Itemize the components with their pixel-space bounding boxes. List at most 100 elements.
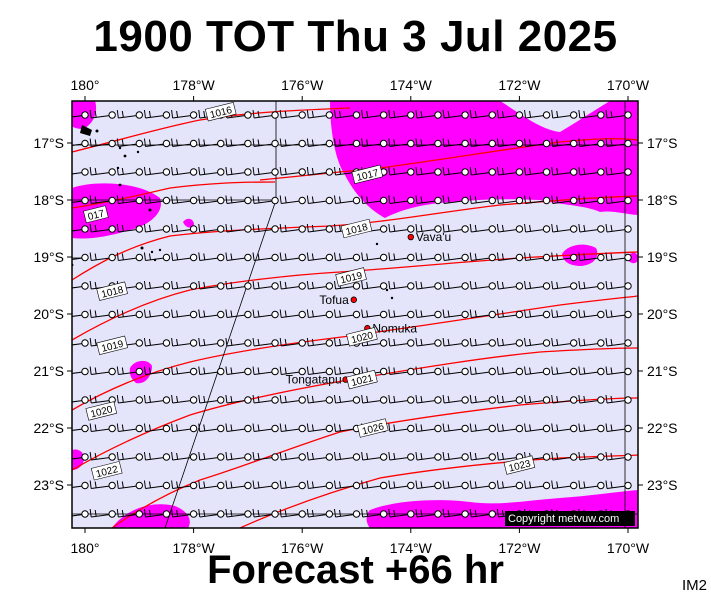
wind-barb [578,366,605,376]
wind-barb [524,195,551,205]
wind-barb [415,480,442,490]
wind-barb [551,280,578,290]
wind-barb [89,166,116,176]
wind-barb [388,309,415,319]
lat-label-left: 23°S [33,477,64,493]
wind-barb [252,280,279,290]
wind-barb [334,195,361,205]
lon-label-bottom: 174°W [390,540,433,556]
wind-barb [225,508,252,518]
wind-barb [306,280,334,290]
wind-barb [442,451,469,461]
wind-barb [361,252,388,262]
lon-label-top: 176°W [281,77,324,93]
wind-barb [334,309,361,319]
wind-barb [442,280,469,290]
lon-label-bottom: 178°W [173,540,216,556]
isobar-label: 1020 [346,327,378,347]
forecast-label: Forecast +66 hr [207,548,504,592]
wind-barb [551,138,578,148]
wind-barb [143,138,171,148]
lon-label-bottom: 180° [71,540,100,556]
wind-barb [225,366,252,376]
wind-barb [72,453,89,461]
place-dot [407,233,414,241]
wind-barb [171,423,198,433]
isobar-1023 [239,454,638,528]
wind-barb [334,366,361,376]
wind-barb [415,337,442,347]
wind-barb [171,223,198,233]
wind-barb [578,309,605,319]
wind-barb [496,109,524,119]
isobar-label: 1016 [204,101,237,122]
wind-barb [524,480,551,490]
wind-barb [171,451,198,461]
wind-barb [524,138,551,148]
wind-barb [171,138,198,148]
wind-barb [279,280,306,290]
wind-barb [551,366,578,376]
wind-barb [388,138,415,148]
wind-barb [306,366,334,376]
lon-label-top: 180° [71,77,100,93]
wind-barb [361,195,388,205]
isobar-label: 1022 [90,461,123,481]
place-label: Vava'u [416,230,451,244]
wind-barb [496,423,524,433]
wind-barb [415,423,442,433]
wind-barb [279,195,306,205]
wind-barb [198,508,225,518]
wind-barb [361,309,388,319]
wind-barb [306,309,334,319]
wind-barb [72,396,89,404]
wind-barb [496,166,524,176]
wind-barb [361,109,388,119]
isobar-label-text: 1023 [508,458,533,474]
isobar-1016 [72,107,351,153]
wind-barb [279,138,306,148]
wind-barb [171,166,198,176]
wind-barb [524,166,551,176]
wind-barb [605,195,632,205]
wind-barb [442,508,469,518]
wind-barb [143,366,171,376]
wind-barb [524,366,551,376]
wind-barb [72,139,89,148]
wind-barb [469,480,496,490]
wind-barb [225,451,252,461]
wind-barb [116,366,144,376]
wind-barb [551,195,578,205]
lat-label-left: 18°S [33,192,64,208]
wind-barb [415,138,442,148]
wind-barb [334,138,361,148]
wind-barb [524,394,551,404]
lon-label-bottom: 170°W [607,540,650,556]
wind-barb [279,423,306,433]
wind-barb [496,138,524,148]
wind-barb [388,366,415,376]
lon-labels-top: 180° 178°W 176°W 174°W 172°W 170°W [71,77,650,93]
wind-barb [279,252,306,262]
wind-barb [469,451,496,461]
wind-barb [442,480,469,490]
wind-barb [89,195,116,205]
isobar-label-text: 1017 [356,168,381,184]
wind-barb [116,195,144,205]
lat-label-left: 21°S [33,363,64,379]
wind-barb [334,109,361,119]
isobar-label: 1019 [335,267,367,287]
wind-barb [198,309,225,319]
wind-barb [89,366,116,376]
wind-barb [605,451,632,461]
wind-barb [225,394,252,404]
wind-barb [415,280,442,290]
wind-barb [469,195,496,205]
wind-barb [496,337,524,347]
wind-barb [388,394,415,404]
wind-barb [198,195,225,205]
wind-barb [252,508,279,518]
wind-barb [306,223,334,233]
wind-barb [116,451,144,461]
isobar-1019 [72,251,638,341]
